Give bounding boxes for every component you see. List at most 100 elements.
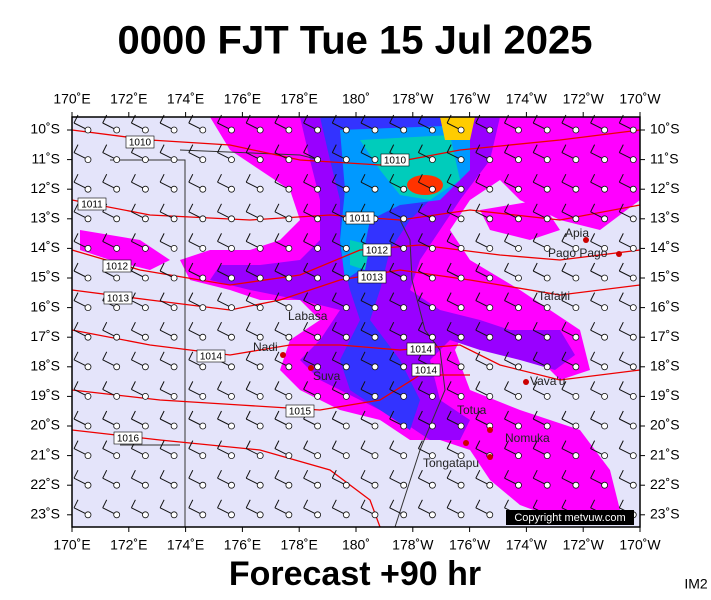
barb-feather (303, 262, 309, 272)
barb-feather (159, 173, 165, 183)
barb-feather (73, 292, 79, 301)
lon-label: 174˚E (167, 91, 204, 107)
barb-station (314, 304, 322, 312)
barb-feather (274, 144, 280, 153)
barb-feather (188, 410, 194, 420)
lat-label: 14˚S (650, 239, 680, 255)
lat-label: 20˚S (30, 417, 60, 433)
barb-station (113, 422, 121, 430)
barb-feather (274, 351, 280, 361)
place-label: Pago Pago (548, 246, 608, 260)
axis-labels: 170˚E 170˚E 172˚E 172˚E 174˚E 174˚E 176˚E 176˚E… (30, 91, 679, 553)
barb-station (543, 126, 551, 134)
barb-station (428, 185, 436, 193)
barb-feather (532, 173, 538, 183)
barb-feather (446, 144, 452, 153)
barb-station (170, 185, 178, 193)
barb-station (314, 126, 322, 134)
barb-feather (303, 203, 309, 213)
barb-feather (389, 203, 395, 213)
barb-station (314, 215, 322, 223)
barb-station (141, 126, 149, 134)
barb-station (170, 333, 178, 341)
barb-station (170, 244, 178, 252)
lat-label: 17˚S (650, 328, 680, 344)
barb-station (629, 304, 637, 312)
barb-station (572, 215, 580, 223)
barb-station (256, 215, 264, 223)
barb-station (572, 274, 580, 282)
isobar-label: 1014 (415, 366, 438, 377)
isobar-label: 1012 (106, 262, 129, 273)
barb-feather (73, 499, 79, 509)
barb-feather (360, 351, 366, 361)
barb-station (400, 422, 408, 430)
place-dot (616, 251, 622, 257)
barb-station (486, 274, 494, 282)
place-dot (487, 454, 493, 460)
barb-station (543, 215, 551, 223)
barb-feather (130, 173, 136, 183)
barb-station (285, 156, 293, 164)
barb-station (199, 126, 207, 134)
barb-station (629, 274, 637, 282)
barb-feather (475, 351, 481, 361)
isobar-label: 1013 (361, 273, 384, 284)
barb-feather (389, 233, 395, 242)
lon-label: 170˚E (53, 91, 90, 107)
barb-feather (73, 410, 79, 420)
barb-station (256, 333, 264, 341)
barb-feather (475, 381, 481, 390)
barb-station (371, 185, 379, 193)
barb-feather (331, 321, 337, 331)
barb-station (629, 333, 637, 341)
barb-feather (618, 351, 624, 361)
barb-station (457, 274, 465, 282)
barb-feather (245, 321, 251, 331)
barb-station (199, 392, 207, 400)
barb-station (342, 126, 350, 134)
barb-station (543, 244, 551, 252)
barb-feather (130, 203, 136, 213)
barb-feather (73, 440, 79, 449)
barb-station (228, 481, 235, 489)
barb-station (543, 185, 551, 193)
barb-feather (532, 203, 538, 213)
barb-feather (475, 321, 481, 331)
barb-feather (360, 203, 366, 213)
isobar-label: 1011 (349, 214, 371, 225)
barb-station (141, 244, 149, 252)
barb-feather (303, 144, 309, 153)
barb-station (428, 422, 436, 430)
barb-station (400, 215, 408, 223)
barb-station (342, 422, 350, 430)
barb-feather (274, 173, 280, 183)
barb-feather (73, 233, 79, 242)
barb-station (572, 244, 580, 252)
barb-station (515, 244, 522, 252)
barb-feather (102, 321, 108, 331)
barb-feather (532, 410, 538, 420)
barb-feather (475, 499, 481, 509)
isobar-label: 1014 (200, 352, 223, 363)
barb-station (601, 274, 608, 282)
barb-feather (360, 262, 366, 272)
places: Apia Pago Pago Tafahi Labasa Nadi Suva Vava'u T… (253, 226, 622, 470)
isobar-label: 1010 (129, 138, 152, 149)
barb-feather (389, 499, 395, 509)
barb-station (256, 452, 264, 460)
barb-feather (561, 381, 567, 390)
barb-station (199, 304, 207, 312)
barb-feather (561, 499, 567, 509)
barb-feather (475, 233, 481, 242)
barb-station (285, 244, 293, 252)
barb-station (572, 333, 580, 341)
barb-station (84, 481, 92, 489)
barb-feather (360, 499, 366, 509)
barb-station (515, 422, 522, 430)
barb-station (199, 185, 207, 193)
barb-feather (590, 440, 596, 449)
barb-station (199, 363, 207, 371)
barb-feather (188, 351, 194, 361)
barb-feather (417, 144, 423, 153)
